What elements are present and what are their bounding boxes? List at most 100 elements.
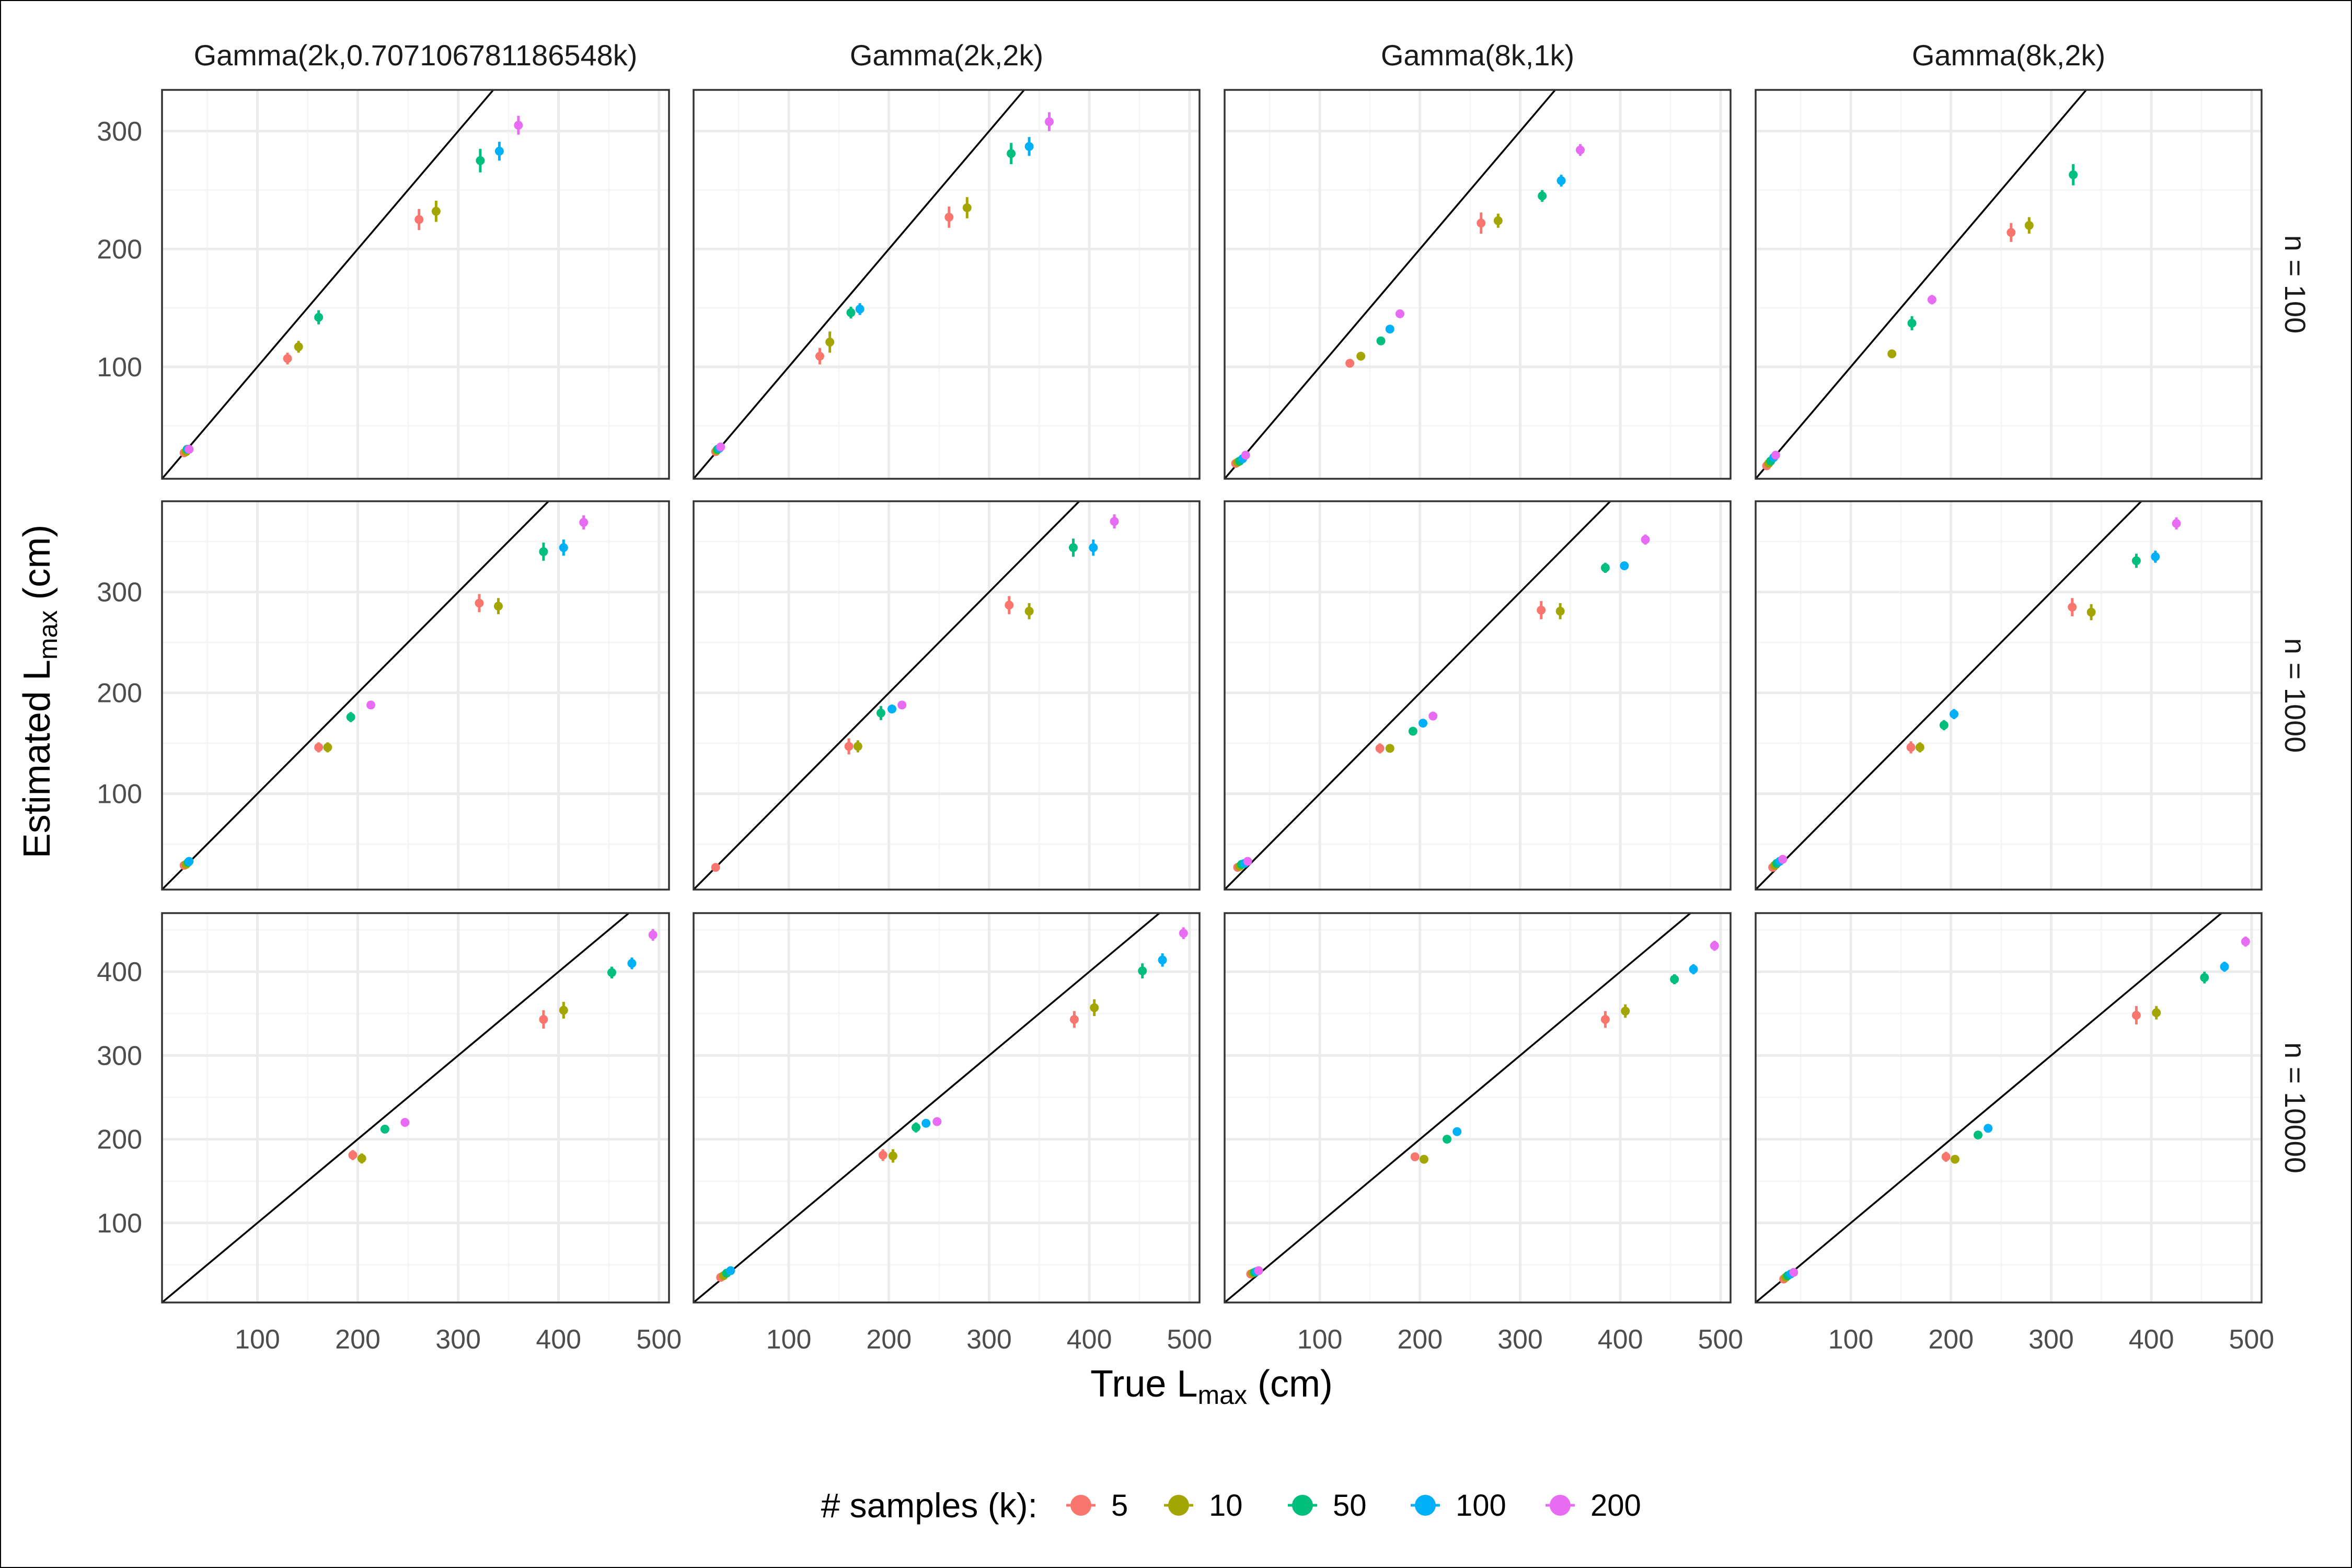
data-point-k50 — [607, 968, 617, 977]
panel-border — [693, 500, 1201, 891]
panel-border — [161, 500, 670, 891]
data-point-k10 — [1385, 744, 1394, 753]
data-point-k200 — [1179, 928, 1188, 938]
panel-border — [1224, 500, 1732, 891]
data-point-k50 — [476, 156, 485, 165]
row-strip-label: n = 100 — [2279, 235, 2312, 333]
panel-r1-c4 — [1755, 89, 2263, 480]
data-point-k50 — [314, 313, 324, 322]
data-point-k5 — [1600, 1014, 1610, 1024]
data-point-k10 — [888, 1151, 897, 1161]
data-point-k5 — [1941, 1152, 1951, 1161]
data-point-k200 — [514, 121, 523, 130]
identity-line — [162, 913, 630, 1302]
data-point-k100 — [1984, 1124, 1993, 1133]
data-point-k200 — [1771, 451, 1780, 460]
panel-r2-c1 — [161, 500, 670, 891]
data-point-k200 — [1927, 295, 1936, 304]
data-point-k50 — [1068, 543, 1078, 552]
y-axis-title-unit: (cm) — [16, 525, 58, 610]
data-point-k5 — [815, 352, 825, 361]
data-point-k10 — [853, 742, 862, 751]
data-point-k200 — [897, 700, 907, 710]
row-strip-label: n = 10000 — [2279, 1042, 2312, 1173]
y-tick-label: 300 — [97, 578, 142, 608]
data-point-k50 — [1443, 1135, 1452, 1144]
data-point-k10 — [962, 203, 972, 212]
identity-line — [1756, 501, 2142, 890]
panel-border — [1224, 912, 1732, 1304]
data-point-k200 — [185, 445, 194, 454]
x-tick-label: 200 — [866, 1324, 912, 1355]
data-point-k200 — [1641, 535, 1650, 544]
column-strip-label: Gamma(2k,2k) — [850, 39, 1043, 72]
data-point-k50 — [1939, 720, 1949, 730]
identity-line — [694, 913, 1160, 1302]
x-axis-title-main: True L — [1090, 1363, 1197, 1405]
x-tick-label: 500 — [2229, 1324, 2274, 1355]
data-point-k10 — [1950, 1155, 1959, 1164]
y-tick-label: 100 — [97, 779, 142, 810]
panel-r1-c2 — [693, 89, 1201, 480]
legend-key-point-k10 — [1168, 1495, 1189, 1516]
data-point-k10 — [559, 1006, 568, 1015]
panel-background — [162, 501, 669, 890]
data-point-k10 — [1887, 349, 1897, 359]
data-point-k100 — [185, 857, 194, 866]
data-point-k50 — [1600, 563, 1610, 572]
y-tick-label: 100 — [97, 352, 142, 383]
data-point-k5 — [539, 1014, 548, 1024]
y-tick-label: 200 — [97, 678, 142, 709]
x-tick-label: 300 — [435, 1324, 481, 1355]
x-tick-label: 100 — [1828, 1324, 1874, 1355]
panel-border — [161, 89, 670, 480]
data-point-k10 — [1356, 352, 1366, 361]
data-point-k10 — [1915, 743, 1924, 752]
panel-background — [694, 913, 1200, 1302]
x-tick-label: 500 — [1698, 1324, 1743, 1355]
data-point-k10 — [1621, 1006, 1630, 1016]
data-point-k10 — [1493, 216, 1503, 225]
data-point-k100 — [1620, 561, 1629, 571]
x-tick-label: 100 — [1297, 1324, 1343, 1355]
panel-r3-c4 — [1755, 912, 2263, 1304]
data-point-k200 — [1110, 517, 1119, 526]
data-point-k5 — [283, 354, 292, 363]
data-point-k5 — [2068, 603, 2077, 612]
data-point-k50 — [1907, 318, 1917, 328]
identity-line — [1225, 913, 1691, 1302]
x-tick-label: 400 — [2129, 1324, 2174, 1355]
data-point-k5 — [878, 1150, 887, 1160]
panel-border — [693, 912, 1201, 1304]
data-point-k200 — [1710, 941, 1719, 950]
data-point-k200 — [1254, 1266, 1263, 1275]
identity-line — [162, 501, 549, 890]
panel-r3-c3 — [1224, 912, 1732, 1304]
data-point-k100 — [726, 1266, 735, 1275]
data-point-k100 — [2220, 962, 2229, 972]
panel-border — [693, 89, 1201, 480]
data-point-k200 — [1789, 1267, 1798, 1277]
y-tick-label: 200 — [97, 1125, 142, 1155]
data-point-k10 — [357, 1154, 366, 1163]
data-point-k100 — [1385, 325, 1394, 334]
x-axis-title-subscript: max — [1198, 1380, 1247, 1410]
panel-background — [1225, 501, 1731, 890]
data-point-k200 — [2241, 937, 2250, 946]
data-point-k50 — [346, 712, 355, 722]
data-point-k10 — [2152, 1008, 2161, 1018]
data-point-k10 — [2024, 221, 2034, 230]
panel-border — [1755, 500, 2263, 891]
data-point-k50 — [1376, 336, 1386, 345]
y-axis-title-subscript: max — [33, 610, 63, 660]
legend-key-point-k200 — [1550, 1495, 1571, 1516]
data-point-k200 — [1575, 145, 1585, 155]
data-point-k10 — [1419, 1155, 1428, 1164]
data-point-k200 — [400, 1118, 410, 1127]
data-point-k50 — [1538, 191, 1547, 201]
x-tick-label: 100 — [235, 1324, 280, 1355]
data-point-k5 — [1410, 1152, 1420, 1161]
data-point-k100 — [1158, 955, 1167, 965]
legend-label-k100: 100 — [1456, 1489, 1506, 1523]
